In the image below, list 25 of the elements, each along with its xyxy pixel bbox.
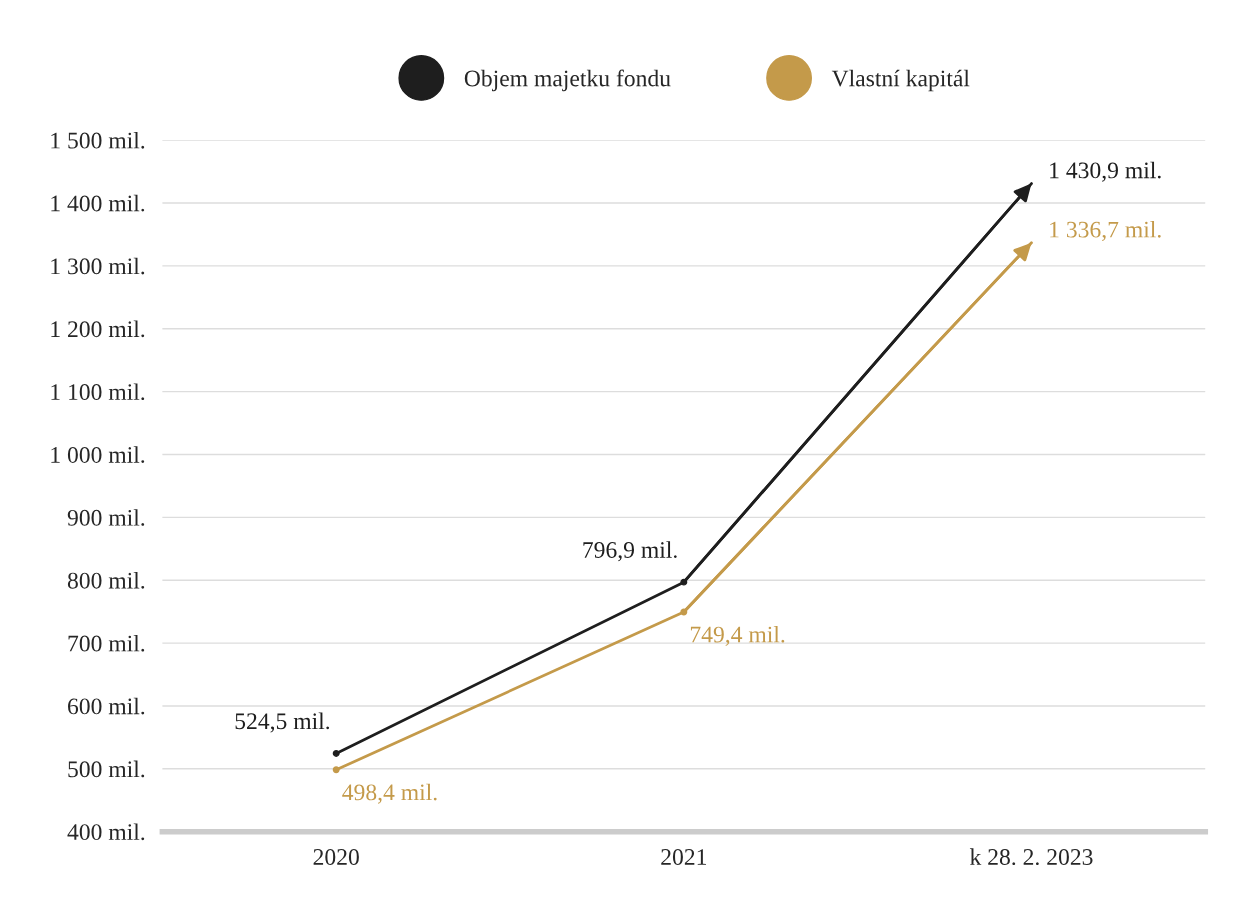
y-tick-label: 1 000 mil. bbox=[51, 446, 145, 463]
x-tick-label: 2020 bbox=[313, 849, 359, 865]
y-tick-label: 400 mil. bbox=[67, 823, 145, 841]
y-tick-label: 600 mil. bbox=[68, 697, 145, 715]
point bbox=[332, 749, 340, 757]
y-tick-label: 1 200 mil. bbox=[51, 320, 145, 338]
legend-label: Vlastní kapitál bbox=[831, 69, 970, 92]
data-label: 1 336,7 mil. bbox=[1050, 220, 1161, 241]
data-label: 524,5 mil. bbox=[235, 712, 330, 733]
y-tick-label: 1 500 mil. bbox=[51, 131, 145, 149]
data-label: 1 430,9 mil. bbox=[1050, 161, 1161, 182]
y-tick-label: 700 mil. bbox=[68, 634, 145, 652]
x-tick-label: 2021 bbox=[661, 849, 707, 865]
y-tick-label: 900 mil. bbox=[67, 509, 145, 526]
legend-label: Objem majetku fondu bbox=[464, 69, 671, 92]
point bbox=[332, 766, 340, 774]
data-label: 796,9 mil. bbox=[583, 541, 677, 562]
data-label: 498,4 mil. bbox=[342, 783, 437, 804]
y-tick-label: 1 300 mil. bbox=[51, 257, 145, 275]
x-tick-label: k 28. 2. 2023 bbox=[969, 848, 1093, 866]
data-label: 749,4 mil. bbox=[690, 625, 785, 646]
y-tick-label: 500 mil. bbox=[68, 760, 145, 778]
y-tick-label: 1 100 mil. bbox=[51, 383, 145, 401]
y-tick-label: 1 400 mil. bbox=[51, 194, 145, 212]
y-tick-label: 800 mil. bbox=[67, 572, 145, 589]
